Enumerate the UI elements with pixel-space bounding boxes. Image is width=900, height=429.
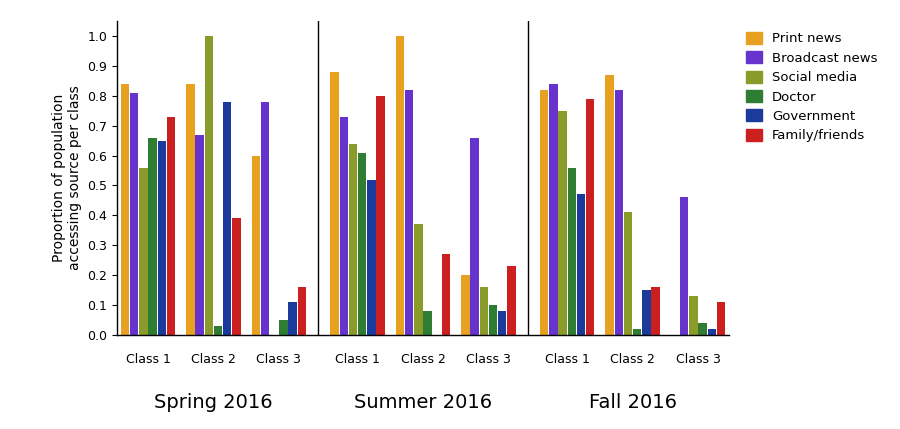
Bar xyxy=(498,311,507,335)
Bar xyxy=(166,117,176,335)
Bar xyxy=(367,179,375,335)
Bar xyxy=(442,254,450,335)
Bar xyxy=(568,168,576,335)
Bar xyxy=(615,90,623,335)
Bar xyxy=(349,144,357,335)
Text: Class 3: Class 3 xyxy=(466,353,511,366)
Text: Class 2: Class 2 xyxy=(400,353,446,366)
Bar xyxy=(508,266,516,335)
Bar xyxy=(716,302,725,335)
Text: Class 2: Class 2 xyxy=(610,353,655,366)
Bar xyxy=(643,290,651,335)
Bar xyxy=(698,323,706,335)
Bar xyxy=(330,72,338,335)
Bar xyxy=(633,329,642,335)
Bar xyxy=(461,275,470,335)
Text: Class 1: Class 1 xyxy=(544,353,590,366)
Text: Class 2: Class 2 xyxy=(191,353,236,366)
Text: Class 1: Class 1 xyxy=(335,353,380,366)
Bar xyxy=(540,90,548,335)
Bar xyxy=(405,90,413,335)
Bar xyxy=(223,102,231,335)
Text: Spring 2016: Spring 2016 xyxy=(154,393,273,411)
Bar xyxy=(586,99,595,335)
Text: Class 3: Class 3 xyxy=(256,353,302,366)
Bar xyxy=(298,287,306,335)
Bar xyxy=(376,96,385,335)
Bar xyxy=(288,302,297,335)
Bar xyxy=(140,168,148,335)
Bar xyxy=(195,135,203,335)
Y-axis label: Proportion of population
accessing source per class: Proportion of population accessing sourc… xyxy=(51,86,82,270)
Bar xyxy=(204,36,213,335)
Text: Fall 2016: Fall 2016 xyxy=(589,393,677,411)
Bar xyxy=(480,287,488,335)
Bar xyxy=(251,156,260,335)
Bar xyxy=(549,84,558,335)
Bar xyxy=(279,320,288,335)
Bar xyxy=(471,138,479,335)
Bar xyxy=(261,102,269,335)
Bar xyxy=(652,287,660,335)
Bar xyxy=(396,36,404,335)
Legend: Print news, Broadcast news, Social media, Doctor, Government, Family/friends: Print news, Broadcast news, Social media… xyxy=(742,28,881,146)
Bar xyxy=(707,329,716,335)
Text: Summer 2016: Summer 2016 xyxy=(354,393,492,411)
Bar xyxy=(414,224,423,335)
Bar xyxy=(232,218,240,335)
Bar xyxy=(489,305,497,335)
Bar xyxy=(689,296,698,335)
Bar xyxy=(423,311,432,335)
Bar xyxy=(158,141,166,335)
Bar xyxy=(358,153,366,335)
Bar xyxy=(606,75,614,335)
Bar xyxy=(680,197,688,335)
Bar xyxy=(186,84,194,335)
Text: Class 1: Class 1 xyxy=(126,353,170,366)
Bar xyxy=(148,138,157,335)
Bar xyxy=(558,111,567,335)
Bar xyxy=(130,93,139,335)
Bar xyxy=(214,326,222,335)
Bar xyxy=(624,212,632,335)
Bar xyxy=(577,194,585,335)
Bar xyxy=(121,84,130,335)
Text: Class 3: Class 3 xyxy=(676,353,720,366)
Bar xyxy=(339,117,348,335)
